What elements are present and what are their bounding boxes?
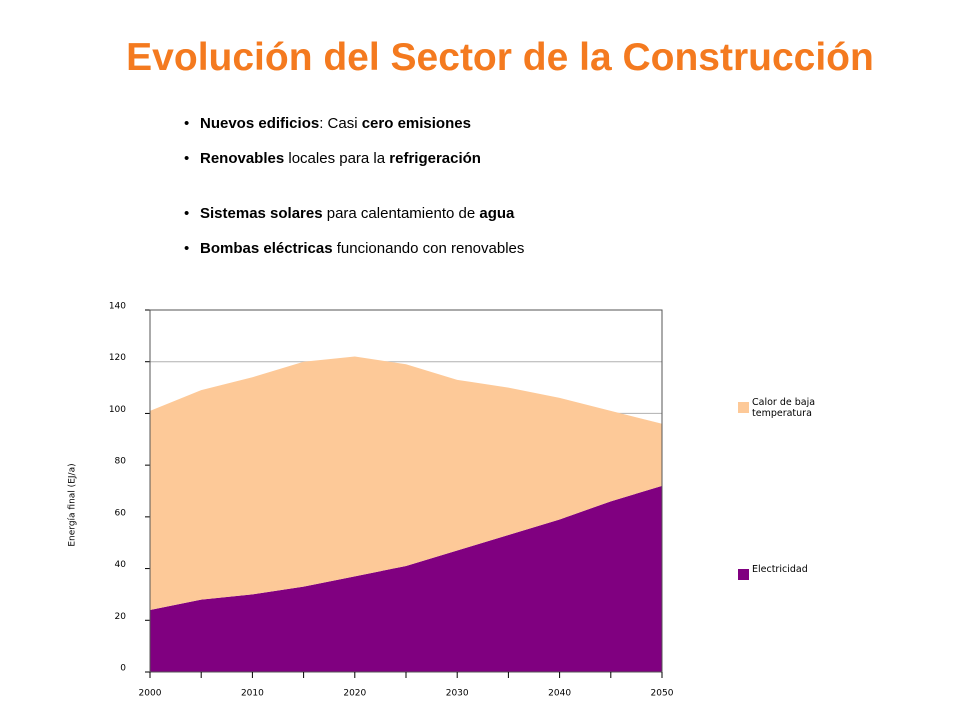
bullet-text: locales para la bbox=[284, 150, 390, 167]
bullet-text: refrigeración bbox=[389, 150, 481, 167]
bullet: Bombas eléctricas funcionando con renova… bbox=[184, 240, 525, 257]
bullet-text: funcionando con renovables bbox=[332, 240, 525, 257]
bullet: Nuevos edificios: Casi cero emisiones bbox=[184, 115, 471, 132]
y-axis-label: Energía final (EJ/a) bbox=[68, 463, 78, 546]
bullet: Sistemas solares para calentamiento de a… bbox=[184, 205, 515, 222]
bullet-text: cero emisiones bbox=[361, 115, 471, 132]
y-tick-label: 80 bbox=[115, 457, 127, 467]
x-tick-label: 2040 bbox=[548, 689, 571, 699]
bullet-text: agua bbox=[479, 205, 515, 222]
x-tick-label: 2030 bbox=[446, 689, 469, 699]
legend-label: Electricidad bbox=[752, 563, 808, 575]
y-tick-label: 100 bbox=[109, 405, 126, 415]
bullet-text: Sistemas solares bbox=[200, 205, 323, 222]
y-tick-label: 40 bbox=[115, 560, 127, 570]
bullet-text: para calentamiento de bbox=[322, 205, 480, 222]
x-tick-label: 2050 bbox=[651, 689, 674, 699]
y-tick-label: 140 bbox=[109, 302, 126, 312]
bullet-text: Nuevos edificios bbox=[200, 115, 320, 132]
y-tick-label: 20 bbox=[115, 612, 127, 622]
bullet-text: : Casi bbox=[319, 115, 362, 132]
area bbox=[150, 356, 662, 610]
slide-title: Evolución del Sector de la Construcción bbox=[126, 36, 874, 79]
bullet-text: Renovables bbox=[200, 150, 285, 167]
bullet: Renovables locales para la refrigeración bbox=[184, 150, 481, 167]
area bbox=[150, 485, 662, 672]
legend-label: Calor de baja temperatura bbox=[752, 396, 816, 419]
legend-swatch bbox=[738, 568, 749, 580]
legend-swatch bbox=[738, 401, 749, 413]
x-tick-label: 2010 bbox=[241, 689, 264, 699]
y-tick-label: 0 bbox=[120, 664, 126, 674]
x-tick-label: 2000 bbox=[139, 689, 162, 699]
x-tick-label: 2020 bbox=[343, 689, 366, 699]
y-tick-label: 60 bbox=[115, 508, 127, 518]
y-tick-label: 120 bbox=[109, 353, 126, 363]
bullet-text: Bombas eléctricas bbox=[200, 240, 333, 257]
